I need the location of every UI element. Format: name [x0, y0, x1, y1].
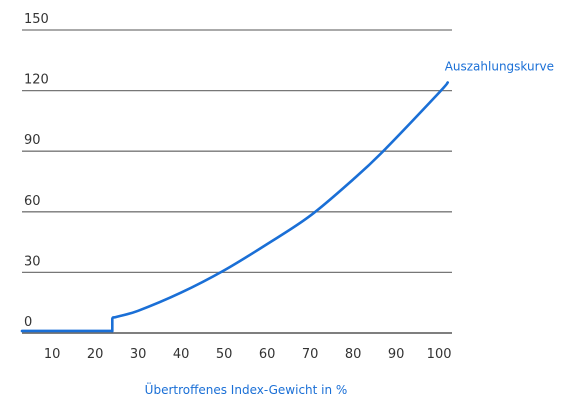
series-layer: Auszahlungskurve: [20, 60, 554, 333]
grid-lines: [22, 29, 452, 334]
x-tick-label: 50: [216, 347, 233, 362]
y-tick-labels: 0 30 60 90 120 150: [24, 12, 49, 330]
y-tick-label: 150: [24, 12, 49, 27]
x-tick-label: 20: [87, 347, 104, 362]
y-tick-label: 30: [24, 254, 41, 269]
x-tick-labels: 10 20 30 40 50 60 70 80 90 100: [44, 347, 452, 362]
x-tick-label: 70: [302, 347, 319, 362]
x-tick-label: 40: [173, 347, 190, 362]
x-tick-label: 80: [345, 347, 362, 362]
x-tick-label: 10: [44, 347, 61, 362]
x-tick-label: 90: [388, 347, 405, 362]
series-label-auszahlungskurve: Auszahlungskurve: [445, 60, 554, 74]
x-tick-label: 60: [259, 347, 276, 362]
y-tick-label: 0: [24, 315, 32, 330]
x-tick-label: 100: [427, 347, 452, 362]
y-tick-label: 60: [24, 194, 41, 209]
y-tick-label: 120: [24, 73, 49, 88]
y-tick-label: 90: [24, 133, 41, 148]
payout-line-curve: [111, 81, 449, 333]
x-axis-title: Übertroffenes Index-Gewicht in %: [145, 381, 348, 397]
x-tick-label: 30: [130, 347, 147, 362]
